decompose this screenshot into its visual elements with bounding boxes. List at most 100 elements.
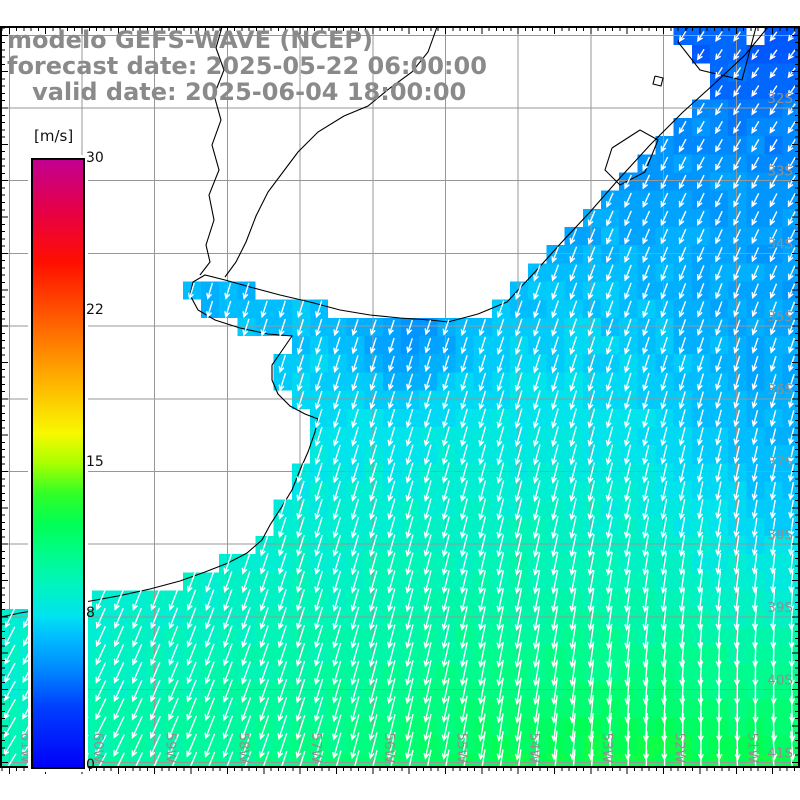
wind-arrow: [514, 516, 523, 540]
wind-arrow: [150, 607, 161, 630]
wind-arrow: [733, 138, 742, 153]
wind-arrow: [405, 624, 414, 650]
wind-arrow: [769, 139, 778, 153]
wind-arrow: [605, 426, 614, 447]
wind-arrow: [113, 680, 125, 703]
wind-arrow: [496, 552, 505, 576]
wind-arrow: [387, 588, 396, 613]
wind-arrow: [241, 643, 251, 667]
wind-arrow: [551, 246, 560, 264]
wind-arrow: [587, 623, 595, 650]
wind-arrow: [423, 534, 432, 558]
speed-cell: [782, 426, 799, 446]
wind-arrow: [351, 372, 359, 392]
wind-arrow: [259, 751, 270, 777]
wind-arrow: [569, 552, 577, 576]
wind-arrow: [131, 752, 144, 776]
wind-arrow: [715, 391, 723, 410]
speed-cell: [782, 336, 799, 355]
longitude-label: 60W: [90, 732, 106, 763]
wind-arrow: [624, 462, 632, 484]
wind-arrow: [496, 372, 505, 392]
wind-arrow: [624, 174, 632, 190]
speed-cell: [782, 536, 799, 555]
wind-arrow: [295, 696, 306, 722]
wind-arrow: [606, 749, 613, 779]
wind-arrow: [478, 426, 487, 448]
wind-arrow: [660, 264, 669, 282]
wind-arrow: [624, 588, 631, 613]
wind-arrow: [769, 301, 777, 318]
wind-arrow: [605, 372, 614, 392]
wind-arrow: [314, 516, 323, 539]
wind-arrow: [678, 300, 687, 318]
speed-cell: [782, 463, 799, 482]
wind-arrow: [332, 444, 341, 466]
wind-arrow: [751, 67, 760, 79]
wind-arrow: [660, 282, 669, 300]
wind-arrow: [787, 31, 796, 42]
wind-arrow: [478, 552, 487, 576]
wind-arrow: [424, 355, 432, 373]
wind-arrow: [442, 426, 450, 447]
wind-arrow: [678, 174, 687, 190]
wind-arrow: [696, 355, 705, 373]
wind-arrow: [569, 246, 578, 264]
wind-arrow: [368, 660, 378, 686]
wind-arrow: [460, 319, 468, 337]
wind-arrow: [350, 624, 360, 649]
wind-arrow: [278, 372, 287, 392]
wind-arrow: [460, 372, 468, 392]
wind-arrow: [496, 390, 505, 411]
wind-arrow: [624, 480, 632, 503]
wind-arrow: [351, 426, 359, 447]
wind-arrow: [405, 642, 414, 668]
wind-arrow: [332, 516, 342, 539]
wind-arrow: [605, 300, 614, 319]
wind-arrow: [660, 498, 668, 521]
wind-arrow: [496, 426, 505, 448]
wind-arrow: [278, 534, 287, 557]
wind-arrow: [624, 282, 632, 300]
wind-arrow: [787, 67, 796, 79]
wind-arrow: [696, 463, 704, 483]
wind-arrow: [332, 552, 342, 576]
wind-arrow: [351, 390, 359, 410]
wind-arrow: [314, 444, 323, 466]
wind-arrow: [751, 517, 758, 538]
wind-arrow: [351, 337, 359, 355]
wind-arrow: [532, 426, 541, 448]
wind-arrow: [787, 301, 796, 318]
wind-arrow: [569, 534, 577, 558]
wind-arrow: [605, 498, 613, 521]
wind-arrow: [387, 660, 396, 686]
wind-arrow: [569, 282, 578, 300]
wind-arrow: [696, 319, 705, 336]
wind-arrow: [715, 373, 723, 391]
wind-arrow: [716, 749, 723, 779]
wind-arrow: [569, 480, 577, 503]
wind-arrow: [569, 390, 578, 411]
wind-arrow: [241, 571, 251, 594]
wind-arrow: [697, 192, 705, 208]
wind-arrow: [150, 697, 161, 721]
wind-arrow: [442, 444, 450, 466]
wind-arrow: [241, 679, 252, 704]
wind-arrow: [114, 589, 124, 611]
wind-arrow: [496, 408, 505, 429]
wind-arrow: [296, 336, 305, 355]
wind-arrow: [259, 661, 270, 685]
wind-arrow: [660, 462, 668, 484]
wind-arrow: [551, 552, 559, 576]
wind-arrow: [332, 498, 341, 521]
speed-cell: [782, 681, 799, 700]
wind-arrow: [313, 750, 324, 778]
wind-arrow: [533, 264, 541, 282]
speed-cell: [782, 554, 799, 573]
wind-arrow: [733, 517, 740, 538]
wind-arrow: [423, 408, 432, 429]
wind-arrow: [224, 282, 232, 300]
wind-arrow: [734, 749, 741, 779]
speed-cell: [164, 754, 183, 767]
speed-cell: [782, 445, 799, 464]
